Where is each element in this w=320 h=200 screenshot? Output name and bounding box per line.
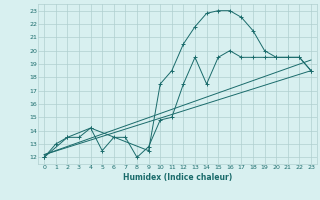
X-axis label: Humidex (Indice chaleur): Humidex (Indice chaleur): [123, 173, 232, 182]
